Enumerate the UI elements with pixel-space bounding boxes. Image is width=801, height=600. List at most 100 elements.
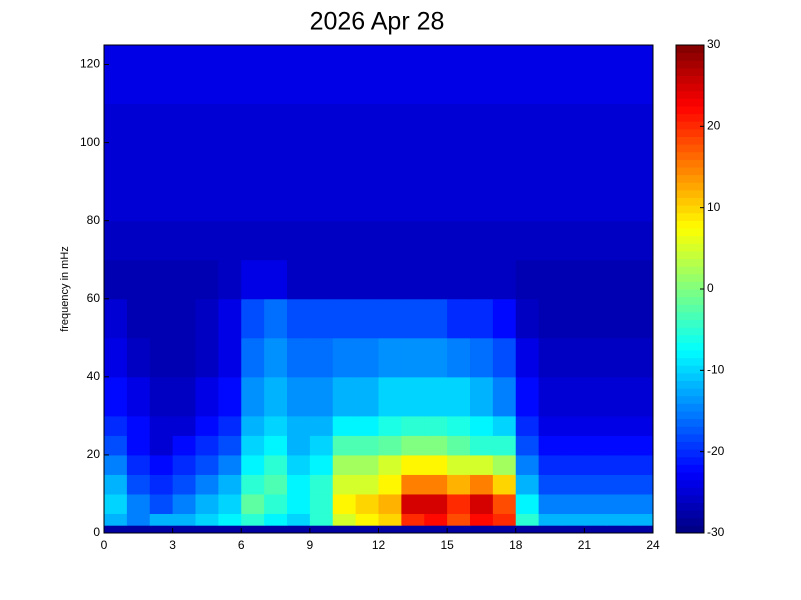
heatmap-cell [424, 259, 448, 300]
heatmap-cell [355, 220, 379, 261]
heatmap-cell [630, 259, 654, 300]
colorbar-swatch [676, 350, 704, 359]
colorbar-swatch [676, 403, 704, 412]
heatmap-cell [218, 45, 242, 105]
heatmap-cell [470, 45, 494, 105]
heatmap-cell [447, 220, 471, 261]
heatmap-cell [447, 103, 471, 163]
heatmap-cell [538, 474, 562, 495]
heatmap-cell [561, 493, 585, 514]
y-tick-label: 60 [87, 291, 101, 305]
colorbar-swatch [676, 456, 704, 465]
heatmap-cell [378, 337, 402, 378]
heatmap-cell [126, 259, 151, 300]
heatmap-cell [332, 474, 357, 495]
heatmap-cell [218, 220, 242, 261]
heatmap-cell [538, 45, 562, 105]
colorbar-swatch [676, 75, 704, 84]
colorbar-swatch [676, 502, 704, 511]
heatmap-cell [630, 493, 654, 514]
heatmap-cell [515, 415, 540, 436]
heatmap-cell [515, 513, 540, 526]
colorbar-swatch [676, 281, 704, 290]
x-tick-label: 0 [101, 538, 108, 552]
heatmap-cell [264, 513, 288, 526]
heatmap-cell [149, 45, 174, 105]
heatmap-cell [538, 376, 562, 417]
heatmap-cell [447, 435, 471, 456]
colorbar-swatch [676, 144, 704, 153]
heatmap-cell [401, 376, 425, 417]
heatmap-cell [309, 474, 334, 495]
heatmap-cell [104, 513, 128, 526]
heatmap-cell [309, 513, 334, 526]
heatmap-cell [149, 376, 174, 417]
heatmap-cell [630, 162, 654, 222]
colorbar-swatch [676, 433, 704, 442]
heatmap-cell [195, 376, 219, 417]
colorbar-swatch [676, 296, 704, 305]
heatmap-cell [630, 298, 654, 339]
heatmap-cell [126, 474, 151, 495]
heatmap-cell [218, 454, 242, 475]
heatmap-cell [492, 525, 517, 534]
colorbar-swatch [676, 441, 704, 450]
colorbar-swatch [676, 113, 704, 122]
colorbar-swatch [676, 220, 704, 229]
heatmap-cell [332, 525, 357, 534]
heatmap-cell [515, 259, 540, 300]
heatmap-cell [492, 337, 517, 378]
heatmap-cell [470, 415, 494, 436]
heatmap-cell [104, 493, 128, 514]
colorbar-swatch [676, 494, 704, 503]
heatmap-cell [630, 376, 654, 417]
heatmap-cell [195, 162, 219, 222]
heatmap-cell [401, 525, 425, 534]
heatmap-cell [218, 103, 242, 163]
heatmap-cell [630, 45, 654, 105]
heatmap-cell [287, 525, 311, 534]
heatmap-cell [607, 525, 631, 534]
colorbar-swatch [676, 159, 704, 168]
heatmap-cell [195, 103, 219, 163]
y-tick-label: 120 [80, 57, 100, 71]
heatmap-cell [470, 259, 494, 300]
heatmap-cell [584, 376, 608, 417]
heatmap-cell [126, 298, 151, 339]
heatmap-cell [241, 474, 265, 495]
heatmap-cell [447, 493, 471, 514]
heatmap-cell [104, 415, 128, 436]
heatmap-cell [515, 162, 540, 222]
colorbar-swatch [676, 342, 704, 351]
colorbar-swatch [676, 479, 704, 488]
heatmap-cell [401, 45, 425, 105]
heatmap-cell [470, 298, 494, 339]
heatmap-cell [149, 435, 174, 456]
heatmap-cell [264, 376, 288, 417]
heatmap-cell [126, 525, 151, 534]
heatmap-cell [515, 103, 540, 163]
heatmap-cell [309, 220, 334, 261]
heatmap-cell [218, 162, 242, 222]
heatmap-cell [584, 525, 608, 534]
heatmap-cell [332, 220, 357, 261]
colorbar-swatch [676, 311, 704, 320]
colorbar-swatch [676, 197, 704, 206]
heatmap-cell [287, 103, 311, 163]
heatmap-cell [218, 525, 242, 534]
heatmap-cell [172, 162, 196, 222]
heatmap-cell [561, 415, 585, 436]
heatmap-cell [378, 513, 402, 526]
heatmap-cell [607, 337, 631, 378]
heatmap-cell [607, 435, 631, 456]
heatmap-cell [561, 513, 585, 526]
heatmap-cell [104, 337, 128, 378]
heatmap-cell [332, 454, 357, 475]
heatmap-cell [561, 259, 585, 300]
x-tick-label: 9 [307, 538, 314, 552]
colorbar-swatch [676, 365, 704, 374]
heatmap-cell [515, 376, 540, 417]
heatmap-cell [241, 493, 265, 514]
heatmap-cell [264, 337, 288, 378]
